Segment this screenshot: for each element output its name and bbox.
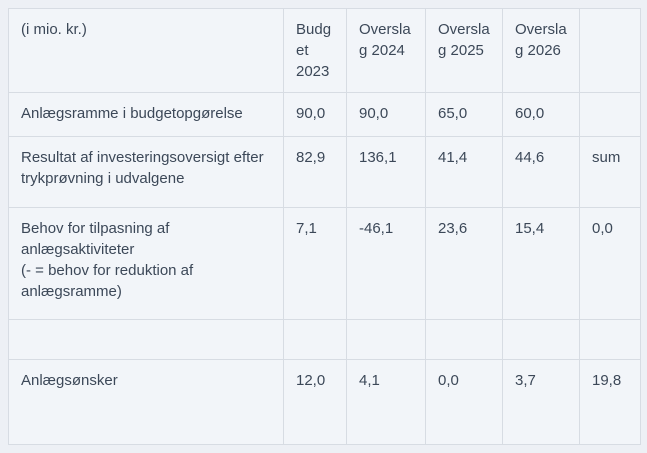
cell-value	[346, 319, 426, 360]
cell-value: -46,1	[346, 207, 426, 320]
cell-value: 65,0	[425, 92, 503, 137]
cell-value: 60,0	[502, 92, 580, 137]
cell-value: 90,0	[346, 92, 426, 137]
table-row: Anlægsønsker 12,0 4,1 0,0 3,7 19,8	[8, 359, 641, 445]
unit-label-cell: (i mio. kr.)	[8, 8, 284, 93]
table-row: Resultat af investeringsoversigt efter t…	[8, 136, 641, 208]
cell-value: 41,4	[425, 136, 503, 208]
cell-value	[502, 319, 580, 360]
cell-value: 90,0	[283, 92, 347, 137]
column-header: Budget 2023	[283, 8, 347, 93]
row-label-line: Anlægsramme i budgetopgørelse	[21, 105, 243, 122]
cell-value: 0,0	[425, 359, 503, 445]
cell-value	[579, 319, 641, 360]
row-label-cell	[8, 319, 284, 360]
table-row: Anlægsramme i budgetopgørelse 90,0 90,0 65,…	[8, 92, 641, 137]
cell-value: sum	[579, 136, 641, 208]
cell-value: 7,1	[283, 207, 347, 320]
budget-table-body: (i mio. kr.) Budget 2023 Overslag 2024 Over…	[8, 8, 641, 445]
row-label-line: Anlægsønsker	[21, 372, 118, 389]
column-header	[579, 8, 641, 93]
row-label-cell: Resultat af investeringsoversigt efter t…	[8, 136, 284, 208]
row-label-line: Resultat af investeringsoversigt efter t…	[21, 149, 264, 187]
cell-value	[579, 92, 641, 137]
column-header: Overslag 2026	[502, 8, 580, 93]
row-label-cell: Anlægsramme i budgetopgørelse	[8, 92, 284, 137]
cell-value: 19,8	[579, 359, 641, 445]
budget-table: (i mio. kr.) Budget 2023 Overslag 2024 Over…	[8, 8, 641, 445]
cell-value: 4,1	[346, 359, 426, 445]
row-label-cell: Behov for tilpasning af anlægsaktivitete…	[8, 207, 284, 320]
cell-value: 12,0	[283, 359, 347, 445]
table-row	[8, 319, 641, 360]
cell-value: 44,6	[502, 136, 580, 208]
cell-value	[425, 319, 503, 360]
cell-value: 15,4	[502, 207, 580, 320]
cell-value: 82,9	[283, 136, 347, 208]
cell-value: 0,0	[579, 207, 641, 320]
row-label-cell: Anlægsønsker	[8, 359, 284, 445]
table-row: Behov for tilpasning af anlægsaktivitete…	[8, 207, 641, 320]
cell-value: 23,6	[425, 207, 503, 320]
row-label-line: Behov for tilpasning af anlægsaktivitete…	[21, 220, 170, 258]
column-header: Overslag 2024	[346, 8, 426, 93]
cell-value: 136,1	[346, 136, 426, 208]
cell-value: 3,7	[502, 359, 580, 445]
cell-value	[283, 319, 347, 360]
column-header: Overslag 2025	[425, 8, 503, 93]
row-label-line: (- = behov for reduktion af anlægsramme)	[21, 262, 194, 300]
header-row: (i mio. kr.) Budget 2023 Overslag 2024 Over…	[8, 8, 641, 93]
